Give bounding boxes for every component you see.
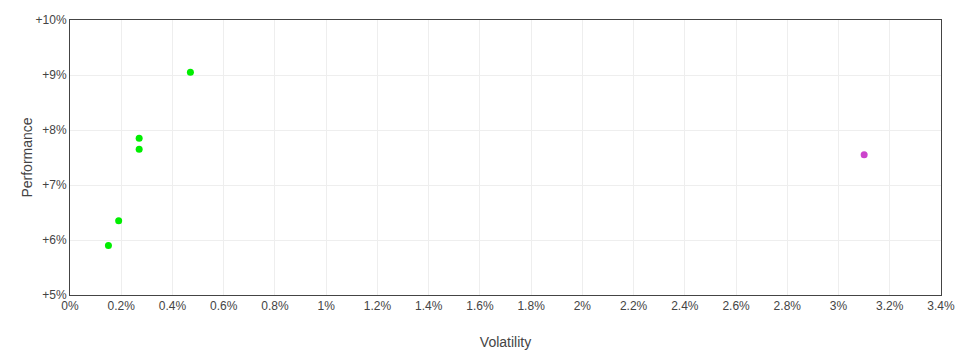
svg-text:1.2%: 1.2% — [364, 299, 392, 313]
svg-text:+8%: +8% — [42, 123, 67, 137]
svg-text:2.6%: 2.6% — [722, 299, 750, 313]
svg-text:+10%: +10% — [36, 13, 67, 27]
svg-text:Performance: Performance — [19, 117, 35, 197]
svg-text:1.6%: 1.6% — [466, 299, 494, 313]
svg-text:1.4%: 1.4% — [415, 299, 443, 313]
svg-text:+7%: +7% — [42, 178, 67, 192]
svg-text:0%: 0% — [61, 299, 79, 313]
svg-text:2.4%: 2.4% — [671, 299, 699, 313]
svg-text:0.4%: 0.4% — [159, 299, 187, 313]
svg-text:3%: 3% — [830, 299, 848, 313]
svg-text:2.2%: 2.2% — [620, 299, 648, 313]
svg-text:1%: 1% — [318, 299, 336, 313]
svg-text:0.2%: 0.2% — [108, 299, 136, 313]
svg-text:+6%: +6% — [42, 233, 67, 247]
svg-text:Volatility: Volatility — [480, 334, 531, 350]
svg-text:+5%: +5% — [42, 288, 67, 302]
svg-text:3.2%: 3.2% — [876, 299, 904, 313]
svg-text:2%: 2% — [574, 299, 592, 313]
svg-text:3.4%: 3.4% — [927, 299, 955, 313]
svg-text:0.8%: 0.8% — [261, 299, 289, 313]
svg-text:1.8%: 1.8% — [517, 299, 545, 313]
svg-text:+9%: +9% — [42, 68, 67, 82]
svg-text:2.8%: 2.8% — [774, 299, 802, 313]
svg-text:0.6%: 0.6% — [210, 299, 238, 313]
